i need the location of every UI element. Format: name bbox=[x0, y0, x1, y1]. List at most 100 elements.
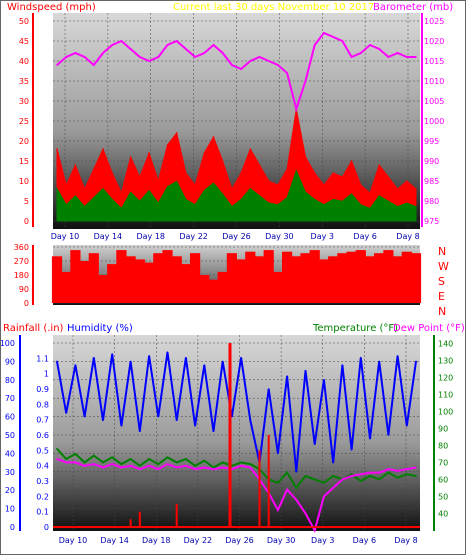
humidity-point bbox=[286, 375, 288, 377]
x-tick-label: Day 18 bbox=[136, 232, 165, 241]
direction-tick-label: 270 bbox=[14, 257, 29, 266]
temperature-point bbox=[185, 458, 187, 460]
dewpoint-point bbox=[111, 463, 114, 465]
temperature-tick-label: 140 bbox=[438, 339, 453, 348]
direction-tick-label: 90 bbox=[19, 285, 29, 294]
temperature-point bbox=[120, 463, 123, 465]
direction-bar bbox=[125, 256, 136, 303]
wind-point bbox=[56, 148, 58, 150]
dewpoint-point bbox=[304, 512, 307, 515]
temperature-point bbox=[65, 458, 68, 460]
temperature-tick-label: 40 bbox=[438, 509, 448, 518]
direction-bar bbox=[328, 256, 339, 303]
baro-point bbox=[185, 48, 187, 50]
direction-bar bbox=[392, 256, 403, 303]
wind-point bbox=[378, 164, 380, 166]
wind-point bbox=[74, 164, 77, 166]
wind-point bbox=[148, 152, 150, 154]
rain-tick-label: 0.7 bbox=[36, 416, 49, 425]
humidity-point bbox=[185, 356, 187, 359]
direction-tick-label: 360 bbox=[14, 243, 29, 252]
direction-bar bbox=[70, 250, 81, 303]
baro-point bbox=[387, 56, 390, 58]
humidity-point bbox=[157, 415, 160, 418]
temperature-point bbox=[194, 465, 196, 467]
x-tick-label: Day 6 bbox=[353, 232, 376, 241]
direction-tick-label: 180 bbox=[14, 271, 29, 280]
humidity-point bbox=[369, 437, 371, 440]
dewpoint-point bbox=[65, 461, 68, 464]
direction-bar bbox=[346, 251, 357, 303]
temperature-point bbox=[148, 458, 150, 460]
wind-tick-label: 35 bbox=[19, 77, 29, 86]
dewpoint-point bbox=[277, 509, 279, 511]
x-tick-label: Day 18 bbox=[142, 536, 171, 545]
temperature-point bbox=[359, 480, 362, 482]
temperature-axis-label: Temperature (°F) bbox=[312, 323, 398, 334]
dewpoint-point bbox=[350, 475, 353, 477]
baro-point bbox=[396, 52, 399, 54]
temperature-point bbox=[139, 465, 141, 467]
humidity-point bbox=[166, 351, 169, 354]
x-tick-label: Day 8 bbox=[394, 536, 417, 545]
rain-panel-background bbox=[53, 335, 420, 531]
baro-tick-label: 980 bbox=[424, 197, 439, 206]
temperature-tick-label: 70 bbox=[438, 458, 448, 467]
dewpoint-point bbox=[332, 487, 334, 489]
dewpoint-point bbox=[185, 465, 187, 467]
humidity-point bbox=[249, 419, 252, 422]
rainfall-bar bbox=[138, 511, 141, 527]
direction-bar bbox=[199, 275, 210, 303]
temperature-point bbox=[93, 454, 95, 457]
wind-tick-label: 40 bbox=[19, 57, 29, 66]
direction-bar bbox=[61, 271, 72, 303]
temperature-point bbox=[378, 478, 380, 481]
humidity-point bbox=[74, 364, 77, 366]
baro-point bbox=[359, 52, 362, 54]
direction-bar bbox=[300, 253, 311, 303]
humidity-point bbox=[295, 471, 298, 473]
wind-tick-label: 0 bbox=[24, 217, 29, 226]
direction-compass-label: N bbox=[438, 245, 446, 258]
baro-point bbox=[139, 56, 141, 58]
humidity-point bbox=[194, 425, 196, 427]
baro-tick-label: 975 bbox=[424, 217, 439, 226]
wind-point bbox=[341, 176, 344, 178]
baro-series-line bbox=[56, 31, 416, 113]
temperature-point bbox=[166, 456, 169, 459]
direction-bar bbox=[291, 256, 302, 303]
baro-point bbox=[267, 60, 270, 62]
x-tick-label: Day 3 bbox=[311, 536, 334, 545]
dewpoint-point bbox=[83, 465, 86, 467]
temperature-tick-label: 100 bbox=[438, 407, 453, 416]
baro-tick-label: 1000 bbox=[424, 117, 444, 126]
dewpoint-point bbox=[203, 466, 206, 469]
humidity-point bbox=[102, 419, 104, 422]
direction-bar bbox=[88, 253, 99, 303]
temperature-point bbox=[111, 456, 114, 459]
direction-bar bbox=[263, 250, 274, 303]
baro-point bbox=[157, 56, 160, 58]
baro-tick-label: 1025 bbox=[424, 17, 444, 26]
baro-point bbox=[175, 40, 178, 42]
wind-point bbox=[231, 188, 233, 190]
baro-point bbox=[415, 56, 417, 58]
x-tick-label: Day 30 bbox=[267, 536, 296, 545]
direction-bar bbox=[383, 250, 394, 303]
direction-bar bbox=[309, 250, 320, 303]
humidity-point bbox=[221, 360, 224, 363]
chart-title: Current last 30 days November 10 2017 bbox=[173, 2, 374, 13]
dewpoint-point bbox=[378, 471, 380, 474]
direction-bar bbox=[236, 259, 247, 303]
wind-point bbox=[120, 192, 123, 194]
wind-point bbox=[240, 172, 242, 174]
temperature-series-line bbox=[56, 448, 417, 490]
baro-point bbox=[74, 52, 77, 54]
x-tick-label: Day 10 bbox=[59, 536, 88, 545]
dewpoint-point bbox=[74, 461, 77, 464]
direction-bar bbox=[254, 256, 265, 303]
dewpoint-point bbox=[194, 468, 196, 471]
wind-point bbox=[221, 160, 224, 162]
rain-tick-label: 0.9 bbox=[36, 385, 49, 394]
humidity-point bbox=[212, 430, 215, 433]
